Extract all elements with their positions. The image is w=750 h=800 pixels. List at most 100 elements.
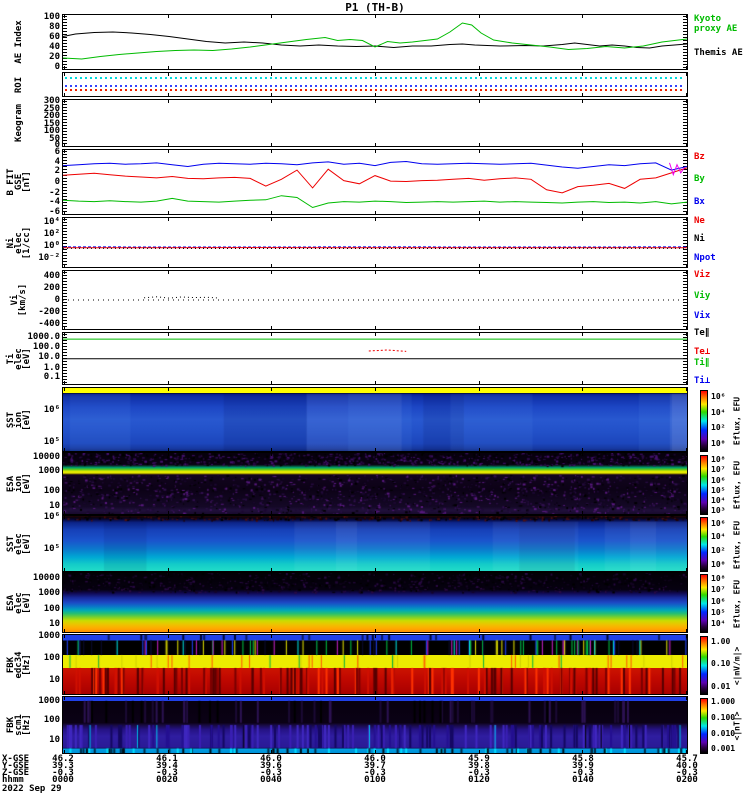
colorbar-tick-label: 10⁰ <box>711 440 725 447</box>
colorbar-tick-label: 10⁴ <box>711 409 725 416</box>
x-axis-tick <box>375 143 376 146</box>
x-axis-tick <box>479 218 480 221</box>
series-bz <box>63 162 687 171</box>
x-axis-tick <box>479 143 480 146</box>
legend-label: Te∥ <box>694 329 709 338</box>
x-axis-tick <box>479 381 480 384</box>
colorbar <box>700 517 708 572</box>
x-axis-tick <box>686 453 687 456</box>
x-axis-tick <box>582 691 583 694</box>
x-axis-tick <box>168 573 169 576</box>
x-axis-tick <box>271 150 272 153</box>
x-axis-tick <box>375 629 376 632</box>
x-axis-tick <box>686 511 687 514</box>
panel-esa_elec <box>62 572 688 633</box>
x-axis-tick <box>64 697 65 700</box>
x-axis-tick <box>64 73 65 76</box>
colorbar-unit-wrap: Eflux, EFU <box>728 574 746 633</box>
date-label: 2022 Sep 29 <box>2 786 62 793</box>
y-axis-label-wrap: FBK edc34 [Hz] <box>2 634 36 695</box>
panel-fbk2 <box>62 696 688 754</box>
x-axis-tick <box>479 697 480 700</box>
panel-ae <box>62 14 688 70</box>
x-axis-tick <box>686 211 687 214</box>
colorbar-tick-label: 10³ <box>711 507 725 514</box>
x-axis-tick <box>64 150 65 153</box>
minor-ticks-right <box>683 334 687 383</box>
x-axis-tick <box>582 511 583 514</box>
x-axis-tick <box>271 750 272 753</box>
x-axis-tick <box>168 568 169 571</box>
x-axis-tick <box>582 73 583 76</box>
roi-dot-row <box>65 89 685 91</box>
y-axis-label-wrap: B FIT GSE [nT] <box>2 149 36 215</box>
colorbar-tick-label: 10⁴ <box>711 533 725 540</box>
x-axis-tick <box>64 143 65 146</box>
legend-label: Npot <box>694 254 716 263</box>
x-axis-tick <box>686 66 687 69</box>
x-axis-tick <box>168 66 169 69</box>
chart-bfit <box>63 150 687 214</box>
colorbar-tick-label: 10⁰ <box>711 561 725 568</box>
ephemeris-value: 0000 <box>41 777 85 784</box>
legend-label: Ti⊥ <box>694 377 710 386</box>
x-axis-tick <box>375 271 376 274</box>
chart-vi <box>63 271 687 329</box>
x-axis-tick <box>686 15 687 18</box>
series-themis-ae <box>63 32 687 48</box>
colorbar <box>700 698 708 754</box>
colorbar-tick-label: 10⁷ <box>711 466 725 473</box>
x-axis-tick <box>271 264 272 267</box>
x-axis-tick <box>168 271 169 274</box>
x-axis-tick <box>582 453 583 456</box>
minor-ticks-left <box>63 272 67 328</box>
spectrogram-noise <box>63 516 687 571</box>
x-axis-tick <box>271 697 272 700</box>
ephemeris-value: 0120 <box>457 777 501 784</box>
legend-label: Ti∥ <box>694 359 709 368</box>
x-axis-tick <box>271 388 272 391</box>
x-axis-tick <box>686 750 687 753</box>
colorbar <box>700 574 708 633</box>
x-axis-tick <box>686 691 687 694</box>
x-axis-tick <box>168 333 169 336</box>
x-axis-tick <box>168 326 169 329</box>
x-axis-tick <box>64 271 65 274</box>
ephemeris-value: 0040 <box>249 777 293 784</box>
minor-ticks-right <box>683 219 687 266</box>
x-axis-tick <box>64 66 65 69</box>
legend-label: proxy AE <box>694 25 737 34</box>
colorbar-tick-label: 10⁶ <box>711 598 725 605</box>
x-axis-tick <box>582 15 583 18</box>
y-axis-label: Keogram <box>15 104 23 142</box>
x-axis-tick <box>271 218 272 221</box>
x-axis-tick <box>582 218 583 221</box>
colorbar <box>700 636 708 695</box>
legend-label: Te⊥ <box>694 348 710 357</box>
ephemeris-value: 0200 <box>665 777 709 784</box>
x-axis-tick <box>375 211 376 214</box>
x-axis-tick <box>479 271 480 274</box>
ephemeris-value: 0140 <box>561 777 605 784</box>
x-axis-tick <box>375 66 376 69</box>
x-axis-tick <box>479 750 480 753</box>
y-axis-label: AE Index <box>15 20 23 63</box>
x-axis-tick <box>375 218 376 221</box>
colorbar-unit-label: Eflux, EFU <box>733 461 742 509</box>
x-axis-tick <box>271 629 272 632</box>
x-axis-tick <box>582 381 583 384</box>
x-axis-tick <box>64 511 65 514</box>
spectrogram-noise <box>63 453 687 514</box>
x-axis-tick <box>375 333 376 336</box>
colorbar-unit-label: <|mV/m|> <box>733 646 742 685</box>
x-axis-tick <box>271 516 272 519</box>
x-axis-tick <box>686 264 687 267</box>
panel-keo <box>62 99 688 147</box>
x-axis-tick <box>582 568 583 571</box>
y-axis-label: ESA ion [eV] <box>7 473 31 495</box>
x-axis-tick <box>271 381 272 384</box>
x-axis-tick <box>271 73 272 76</box>
x-axis-tick <box>479 448 480 451</box>
x-axis-tick <box>582 697 583 700</box>
y-axis-label-wrap: FBK scm1 [Hz] <box>2 696 36 754</box>
